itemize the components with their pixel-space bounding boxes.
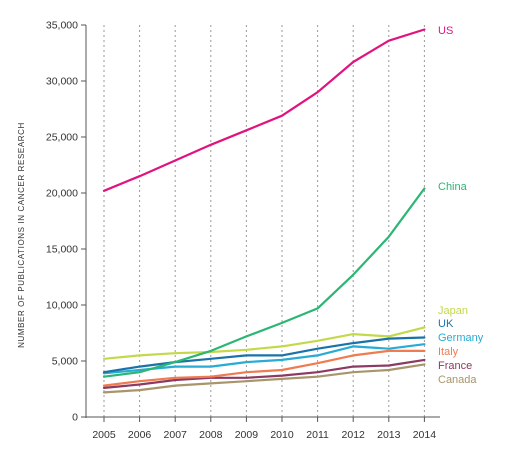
axis-layer: 0 5,000 10,000 15,000 20,000 25,000 30,000 35,0…	[46, 20, 440, 441]
series-line-china	[102, 187, 426, 378]
x-tick-label-2013: 2013	[377, 429, 401, 441]
y-tick-label-5000: 5,000	[52, 356, 78, 368]
series-label-japan: Japan	[438, 305, 468, 317]
x-tick-label-2010: 2010	[270, 429, 294, 441]
x-tick-label-2012: 2012	[342, 429, 366, 441]
series-line-canada	[102, 363, 426, 394]
series-label-france: France	[438, 360, 472, 372]
grid-layer	[103, 25, 425, 417]
series-line-uk	[102, 336, 426, 374]
y-axis-title: NUMBER OF PUBLICATIONS IN CANCER RESEARC…	[17, 122, 26, 348]
series-line-japan	[102, 326, 426, 360]
y-tick-label-15000: 15,000	[46, 244, 78, 256]
y-tick-label-35000: 35,000	[46, 20, 78, 32]
x-tick-label-2009: 2009	[235, 429, 259, 441]
series-label-us: US	[438, 25, 453, 37]
series-label-canada: Canada	[438, 374, 477, 386]
x-tick-label-2005: 2005	[92, 429, 116, 441]
series-layer	[102, 28, 426, 394]
x-tick-label-2008: 2008	[199, 429, 223, 441]
x-tick-label-2011: 2011	[306, 429, 329, 441]
y-tick-label-30000: 30,000	[46, 76, 78, 88]
x-tick-label-2006: 2006	[128, 429, 152, 441]
series-line-italy	[102, 349, 426, 387]
x-tick-label-2014: 2014	[413, 429, 437, 441]
series-line-germany	[102, 343, 426, 375]
series-line-france	[102, 358, 426, 389]
y-tick-label-25000: 25,000	[46, 132, 78, 144]
series-line-us	[102, 28, 426, 192]
series-label-germany: Germany	[438, 332, 484, 344]
x-tick-label-2007: 2007	[164, 429, 188, 441]
y-tick-label-0: 0	[72, 412, 78, 424]
series-label-italy: Italy	[438, 346, 459, 358]
series-label-uk: UK	[438, 318, 454, 330]
series-label-china: China	[438, 181, 468, 193]
y-tick-label-20000: 20,000	[46, 188, 78, 200]
y-tick-label-10000: 10,000	[46, 300, 78, 312]
